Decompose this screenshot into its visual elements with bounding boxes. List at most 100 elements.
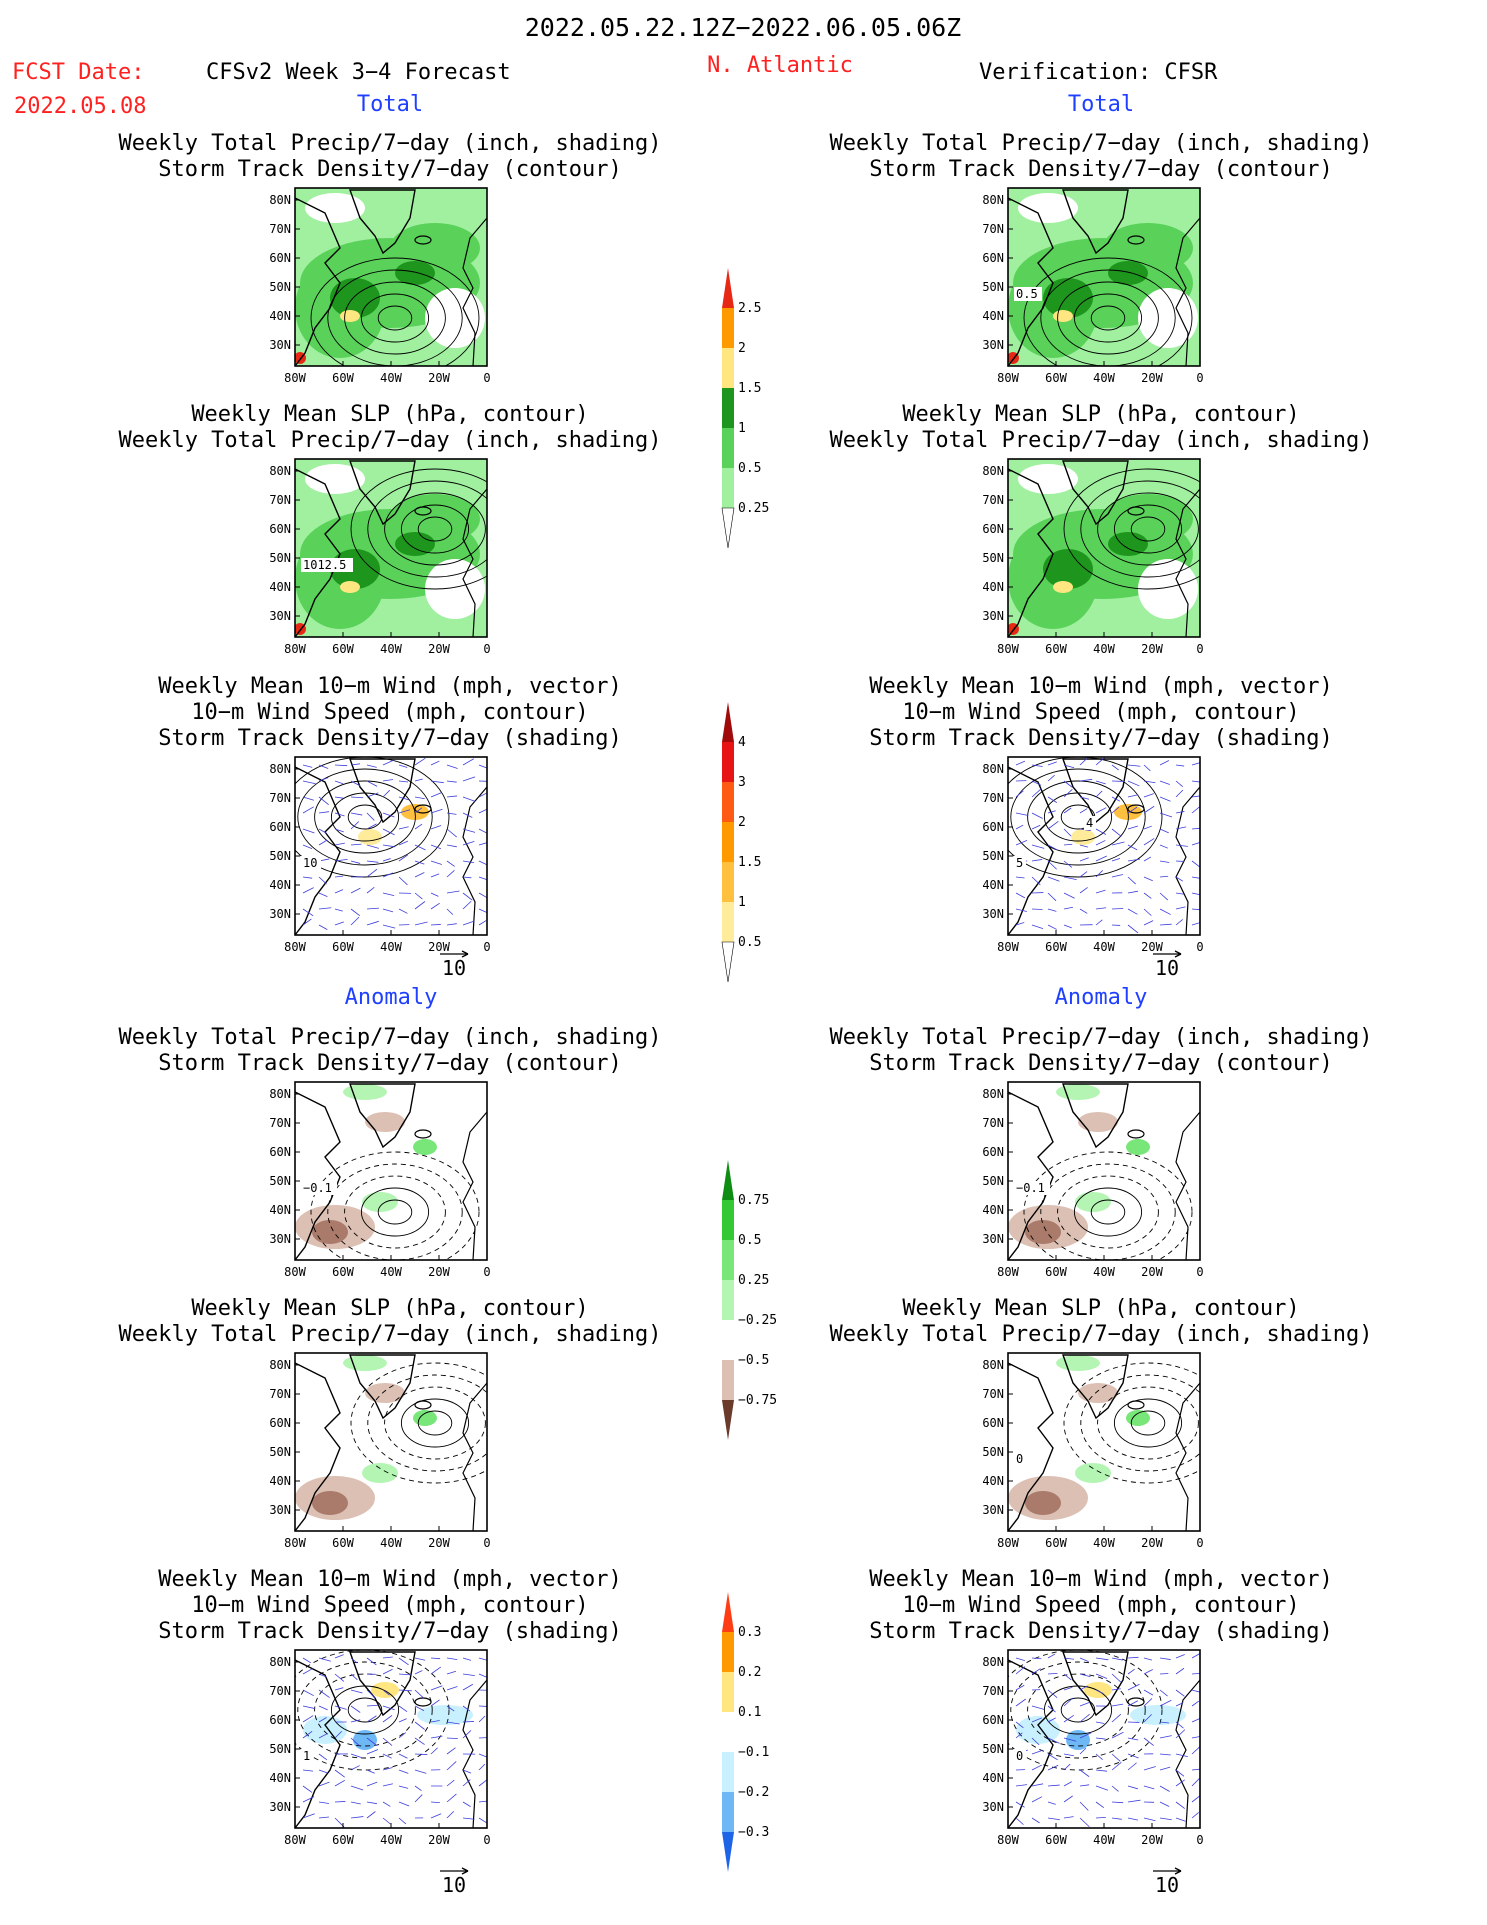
colorbar-segment (722, 1200, 734, 1240)
wind-vector (398, 854, 409, 862)
europe-africa-coast (1175, 786, 1200, 935)
north-america-coast (1008, 1091, 1054, 1260)
wind-vector (382, 844, 396, 848)
y-tick-label: 80N (269, 1087, 291, 1101)
y-tick-label: 40N (269, 1771, 291, 1785)
wind-vector (1175, 1721, 1184, 1729)
shading-dry (1138, 288, 1198, 348)
wind-vector (1143, 1766, 1156, 1771)
wind-vector (1143, 764, 1151, 772)
wind-vector (302, 918, 312, 926)
map-panel-fcst-total-wind-storm: Weekly Mean 10−m Wind (mph, vector)10−m … (158, 674, 622, 954)
wind-vector (1063, 788, 1073, 798)
wind-vector (366, 1737, 378, 1747)
wind-vector (398, 809, 411, 814)
x-tick-label: 60W (332, 1265, 354, 1279)
wind-vector (1047, 860, 1057, 870)
contour-label: 4 (1086, 816, 1093, 830)
wind-vector (1031, 1783, 1044, 1787)
north-america-coast (295, 1362, 341, 1531)
contour-ring (1023, 257, 1193, 366)
verification-title: Verification: CFSR (979, 60, 1218, 85)
vector-reference-label: 10 (1155, 1873, 1179, 1897)
coastline (1008, 1354, 1200, 1531)
x-tick-label: 80W (284, 1833, 306, 1847)
vector-reference: 10 (1153, 1867, 1182, 1897)
wind-vector (1031, 824, 1041, 830)
wind-vector (1079, 857, 1089, 862)
coastline (1008, 1651, 1200, 1828)
wind-vector (318, 907, 332, 910)
x-tick-label: 60W (332, 371, 354, 385)
contour-lines (1008, 1650, 1163, 1771)
wind-vector (302, 876, 313, 879)
x-tick-label: 40W (380, 1536, 402, 1550)
wind-vector (446, 828, 457, 838)
wind-vector (1015, 1732, 1023, 1739)
y-tick-label: 30N (269, 338, 291, 352)
colorbar-storm-total: 4 3 2 1.5 1 0.5 (721, 702, 761, 983)
wind-vector (1079, 1685, 1088, 1691)
wind-vector (350, 843, 362, 846)
map-area: −0.1 (295, 1082, 487, 1260)
contour-ring (384, 1386, 486, 1460)
wind-vector (1111, 1688, 1121, 1691)
vector-reference: 10 (440, 1867, 469, 1897)
wind-vector (414, 844, 426, 851)
wind-vector (334, 764, 348, 767)
wind-vector (1079, 1817, 1090, 1828)
wind-vector (382, 858, 391, 862)
wind-vectors (302, 757, 487, 931)
colorbar-segment (722, 1360, 734, 1400)
wind-vector (366, 1715, 377, 1723)
x-tick-label: 20W (1141, 371, 1163, 385)
wind-vector (1095, 1769, 1108, 1772)
wind-vector (1143, 1737, 1154, 1746)
wind-vector (318, 839, 328, 846)
colorbar-precip-total: 2.5 2 1.5 1 0.5 0.25 (721, 268, 769, 549)
wind-vector (1063, 1763, 1071, 1771)
wind-vector (414, 860, 425, 865)
contour-lines (350, 468, 487, 590)
greenland-coast (1062, 1083, 1129, 1149)
panel-title-line: Storm Track Density/7−day (contour) (869, 157, 1333, 182)
colorbar-label: 1.5 (738, 381, 761, 396)
europe-africa-coast (462, 217, 487, 366)
wind-vector (350, 1705, 361, 1713)
wind-vector (414, 807, 423, 814)
wind-vector (414, 778, 423, 782)
wind-vector (1063, 906, 1074, 910)
wind-vector (318, 1753, 328, 1761)
wind-vector (462, 796, 476, 802)
wind-vector (478, 808, 487, 814)
europe-africa-coast (1175, 1111, 1200, 1260)
shading-storm-neg (1066, 1730, 1090, 1750)
map-area (295, 1353, 487, 1531)
shading-storm-neg (1016, 1716, 1060, 1744)
wind-vector (366, 868, 378, 878)
wind-vector (366, 764, 377, 768)
shading-dry-anom-strong (1025, 1220, 1061, 1244)
wind-vectors (1015, 757, 1200, 934)
wind-vector (334, 1705, 347, 1710)
wind-vector (1143, 805, 1155, 814)
greenland-coast (349, 460, 416, 526)
wind-vector (1191, 795, 1200, 798)
wind-vector (1015, 1801, 1025, 1808)
map-area (295, 188, 487, 366)
wind-vector (1127, 1737, 1139, 1741)
wind-vector (430, 873, 440, 878)
wind-vector (446, 764, 458, 769)
wind-vector (318, 1733, 328, 1739)
wind-vector (1127, 825, 1139, 830)
y-tick-label: 60N (269, 1416, 291, 1430)
wind-vector (1159, 1801, 1170, 1807)
contour-ring (1027, 780, 1129, 854)
wind-vector (1047, 908, 1057, 912)
wind-vector (478, 828, 487, 834)
iceland-coast (414, 235, 432, 245)
wind-vector (430, 892, 439, 897)
wind-vector (398, 1705, 408, 1713)
wind-vector (1127, 876, 1136, 885)
wind-vector (1175, 1753, 1188, 1758)
